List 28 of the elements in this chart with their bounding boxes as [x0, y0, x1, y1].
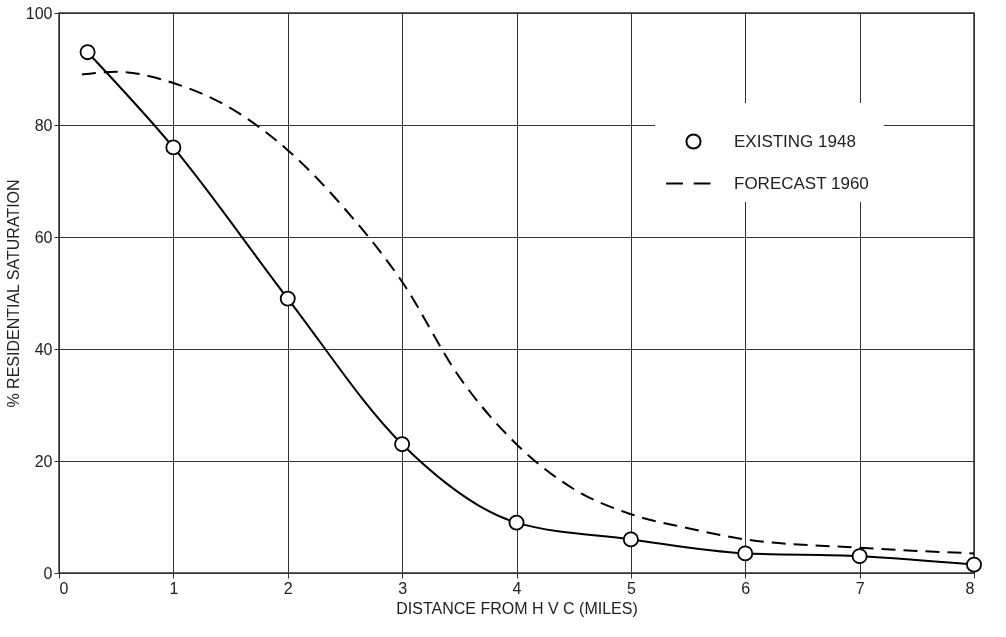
point — [165, 139, 182, 156]
y-tick-label: 40 — [34, 340, 53, 358]
legend-label: FORECAST 1960 — [734, 173, 869, 193]
x-tick-label: 2 — [283, 579, 293, 597]
y-axis-title: % RESIDENTIAL SATURATION — [4, 179, 22, 408]
x-axis-title: DISTANCE FROM H V C (MILES) — [396, 599, 638, 617]
x-tick-label: 8 — [965, 579, 975, 597]
x-tick-label: 1 — [169, 579, 179, 597]
y-tick-label: 80 — [34, 116, 53, 134]
point — [966, 556, 982, 573]
legend-label: EXISTING 1948 — [734, 131, 856, 151]
point — [737, 545, 754, 562]
point — [279, 290, 296, 307]
y-tick-label: 20 — [34, 452, 53, 470]
y-tick-label: 60 — [34, 228, 53, 246]
point — [508, 514, 525, 531]
x-tick-label: 7 — [855, 579, 865, 597]
point — [394, 436, 411, 453]
x-tick-label: 0 — [59, 579, 69, 597]
x-tick-label: 6 — [741, 579, 751, 597]
point — [622, 531, 639, 548]
y-tick-label: 0 — [43, 564, 53, 582]
x-tick-label: 3 — [398, 579, 408, 597]
point — [79, 44, 96, 61]
y-tick-label: 100 — [25, 4, 53, 22]
x-tick-label: 4 — [512, 579, 522, 597]
x-tick-label: 5 — [626, 579, 636, 597]
point — [851, 548, 868, 565]
